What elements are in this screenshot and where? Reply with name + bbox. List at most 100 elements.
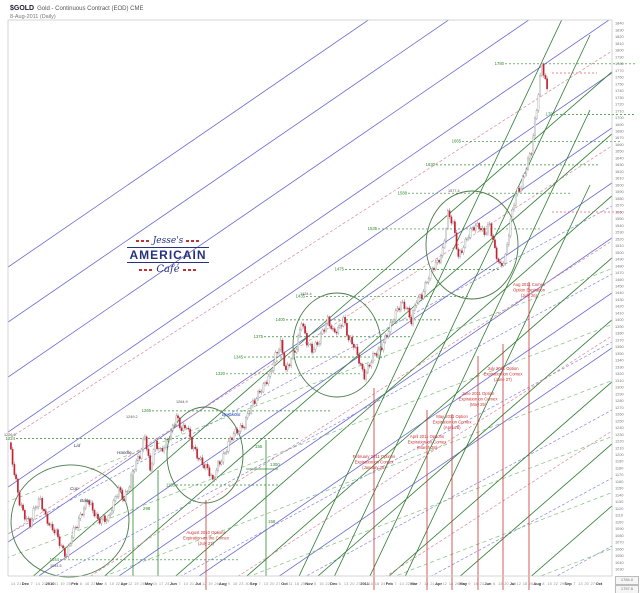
candle-body <box>507 235 510 245</box>
candle-body <box>445 228 447 242</box>
candle-body <box>72 527 75 538</box>
candle-body <box>81 514 84 516</box>
candle-body <box>306 333 308 346</box>
y-axis-tick-label: 1550 <box>615 216 624 221</box>
candle-body <box>156 440 158 450</box>
candle-body <box>499 261 501 264</box>
candle-body <box>541 63 543 76</box>
x-axis-tick-label: Apr <box>435 581 442 586</box>
candle-body <box>304 325 306 334</box>
candle-body <box>290 358 293 366</box>
candle-body <box>346 322 348 336</box>
candle-body <box>412 310 414 325</box>
candle-body <box>340 325 343 327</box>
level-label: 1535 <box>368 226 378 231</box>
candle-body <box>119 487 122 491</box>
expiration-label: (January 25) <box>362 465 386 470</box>
consolidation-ellipses <box>10 190 519 578</box>
candle-body <box>90 502 92 505</box>
candle-body <box>542 63 545 76</box>
x-axis-tick-label: 15 <box>110 581 115 586</box>
y-axis-tick-label: 1290 <box>615 391 624 396</box>
y-axis-tick-label: 1280 <box>615 398 624 403</box>
x-axis-tick-label: 21 <box>17 581 22 586</box>
x-axis-tick-label: Dec <box>22 581 30 586</box>
x-axis-tick-label: 18 <box>523 581 528 586</box>
expiration-label: June 2011 Option <box>462 391 495 396</box>
candle-body <box>58 536 61 546</box>
candle-body <box>265 382 268 384</box>
candle-body <box>457 248 460 257</box>
candle-body <box>337 326 340 334</box>
x-axis-tick-label: Oct <box>281 581 288 586</box>
candle-body <box>107 515 110 521</box>
candle-body <box>130 474 132 488</box>
candle-body <box>11 448 14 465</box>
trendline <box>175 195 612 576</box>
candle-body <box>424 282 427 292</box>
trendline <box>103 133 612 576</box>
candle-body <box>311 343 313 353</box>
candle-body <box>534 118 536 136</box>
candle-body <box>252 400 254 406</box>
candle-body <box>429 269 432 279</box>
candle-body <box>32 508 35 520</box>
candle-body <box>97 513 99 519</box>
candle-body <box>443 240 446 248</box>
trendline <box>305 409 612 576</box>
candle-body <box>15 474 17 480</box>
y-axis: 1030104010501060107010801090110011101120… <box>615 21 624 572</box>
y-axis-tick-label: 1360 <box>615 344 624 349</box>
candle-body <box>41 498 44 510</box>
y-axis-tick-label: 1030 <box>615 567 624 572</box>
level-label: 1155 <box>166 482 176 487</box>
candle-body <box>57 529 59 537</box>
candle-body <box>436 260 439 263</box>
candle-body <box>544 75 547 79</box>
candle-body <box>210 475 212 476</box>
ellipse-annotation <box>166 406 244 504</box>
candle-body <box>382 342 385 351</box>
candle-body <box>299 329 301 336</box>
trendline <box>249 436 612 576</box>
candle-body <box>316 342 319 345</box>
y-axis-tick-label: 1450 <box>615 284 624 289</box>
candle-body <box>135 460 138 470</box>
candle-body <box>128 486 131 492</box>
candle-body <box>358 354 360 364</box>
candle-body <box>140 449 143 459</box>
candle-body <box>185 427 188 429</box>
logo-cafe: Café <box>127 264 209 275</box>
candle-body <box>281 340 284 353</box>
candle-body <box>37 498 40 508</box>
expiration-label: August 2010 Options <box>186 530 225 535</box>
expiration-label: July 2011 Option <box>487 366 519 371</box>
expiration-label: Expiration on Comex <box>484 372 524 377</box>
candle-body <box>116 496 118 498</box>
x-axis-tick-label: 22 <box>116 581 121 586</box>
x-axis-tick-label: 18 <box>375 581 380 586</box>
y-axis-tick-label: 1440 <box>615 290 624 295</box>
x-axis-tick-label: 2010 <box>46 581 56 586</box>
x-axis-tick-label: 8 <box>80 581 83 586</box>
candle-body <box>386 335 388 337</box>
candle-body <box>50 524 52 526</box>
candle-body <box>173 424 176 426</box>
candle-body <box>464 238 467 248</box>
candle-body <box>105 520 108 522</box>
trendline <box>180 341 612 576</box>
y-axis-tick-label: 1350 <box>615 351 624 356</box>
y-axis-tick-label: 1800 <box>615 48 624 53</box>
x-axis-tick-label: 12 <box>443 581 448 586</box>
logo-rule-icon <box>139 268 154 271</box>
candle-body <box>131 471 134 476</box>
candle-body <box>191 437 193 449</box>
y-axis-tick-label: 1510 <box>615 243 624 248</box>
candle-body <box>257 390 259 400</box>
candle-body <box>492 235 495 240</box>
candle-body <box>168 438 171 440</box>
x-axis-tick-label: 17 <box>159 581 164 586</box>
x-axis-tick-label: 25 <box>66 581 71 586</box>
level-label: 1588 <box>398 191 408 196</box>
